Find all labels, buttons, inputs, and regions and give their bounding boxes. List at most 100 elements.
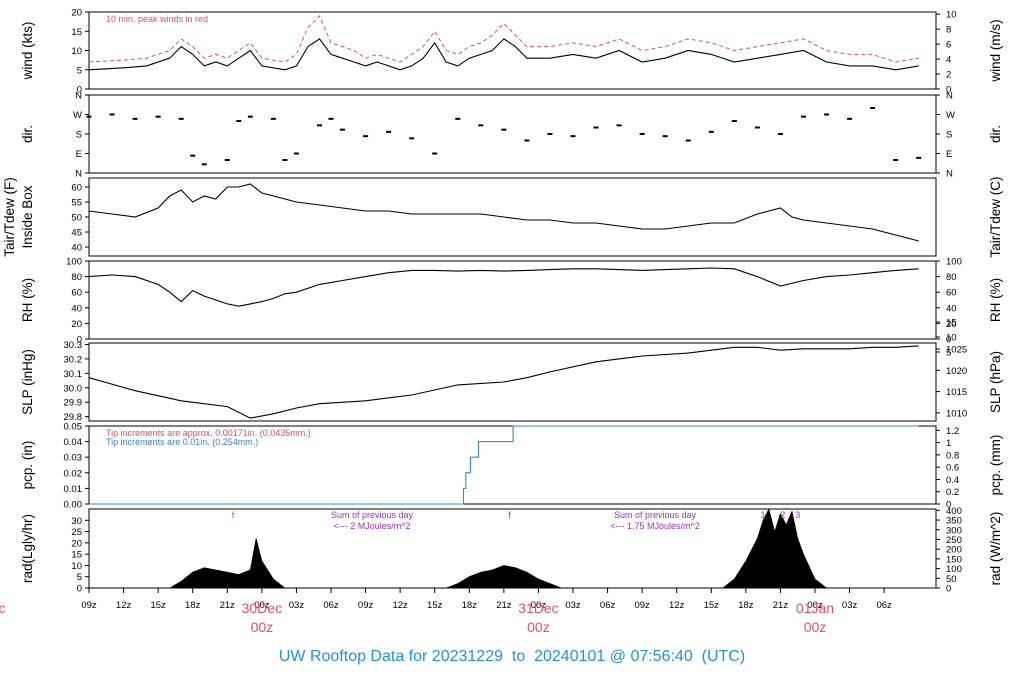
- y-tick-label: S: [76, 130, 82, 141]
- dir-point: [524, 139, 530, 142]
- y-axis-label-2: Inside Box: [20, 185, 35, 248]
- panel-frame: [88, 425, 937, 505]
- footer-title: UW Rooftop Data for 20231229 to 20240101…: [0, 648, 1024, 666]
- y-right-tick-label: N: [946, 91, 953, 102]
- y-tick-label: 0.00: [64, 500, 83, 511]
- panel-frame: [88, 260, 937, 340]
- y-right-tick-label: 4: [946, 55, 951, 66]
- x-tick-label: 00z: [254, 600, 270, 611]
- day-label-00z: 00z: [251, 619, 274, 635]
- dir-point: [328, 117, 334, 120]
- wind-line: [88, 38, 919, 71]
- dir-point: [270, 117, 276, 120]
- radiation-sum-note: <--- 1.75 MJoules/m^2: [610, 521, 700, 531]
- y-right-tick-label: 1020: [946, 366, 967, 377]
- y-right-tick-label: 1025: [946, 344, 967, 355]
- panel-frame: [88, 11, 937, 90]
- radiation-area: [169, 508, 827, 589]
- x-tick-label: 06z: [323, 600, 339, 611]
- dir-point: [155, 115, 161, 118]
- y-right-tick-label: 1015: [946, 387, 967, 398]
- footer-at: @: [605, 648, 631, 665]
- radiation-marker: f: [232, 510, 235, 520]
- radiation-marker: 1: [761, 510, 766, 520]
- tip-note-red: Tip increments are approx. 0.00171in. (0…: [106, 428, 311, 438]
- y-axis-label: Tair/Tdew (F): [2, 177, 17, 257]
- y-right-tick-label: E: [946, 149, 952, 160]
- y-right-tick-label: 1: [946, 438, 951, 449]
- dir-point: [916, 156, 922, 159]
- x-tick-label: 06z: [876, 600, 892, 611]
- dir-point: [386, 130, 392, 133]
- footer-prefix: UW Rooftop Data for: [278, 648, 432, 665]
- dir-point: [731, 120, 737, 122]
- y-tick-label: W: [73, 110, 82, 121]
- day-label: 31Dec: [518, 600, 558, 616]
- dir-point: [777, 133, 783, 135]
- x-tick-label: 09z: [634, 600, 650, 611]
- panel-temp: 40 45 50 55 60 5 10 15 Tair/Tdew (F) Inside Box Ta…: [2, 176, 1003, 358]
- y-tick-label: 0.01: [64, 484, 83, 495]
- y-tick-label: 60: [71, 288, 82, 299]
- x-tick-label: 18z: [462, 600, 478, 611]
- panel-frame: [88, 94, 937, 174]
- x-tick-label: 21z: [220, 600, 236, 611]
- y-right-tick-label: 0.2: [946, 487, 959, 498]
- radiation-sum-note: <--- 2 MJoules/m^2: [334, 521, 411, 531]
- y-tick-label: 20: [71, 319, 82, 330]
- pcp-line: [89, 425, 919, 505]
- y-tick-label: 50: [71, 213, 82, 224]
- y-right-tick-label: 0: [946, 500, 951, 511]
- y-right-tick-label: 150: [946, 554, 962, 565]
- y-tick-label: 45: [71, 228, 82, 239]
- dir-point: [178, 117, 184, 120]
- y-tick-label: 29.9: [64, 398, 83, 409]
- x-tick-label: 15z: [150, 600, 166, 611]
- y-right-tick-label: 5: [946, 348, 951, 359]
- y-tick-label: 30.1: [64, 369, 83, 380]
- y-right-tick-label: S: [946, 130, 952, 141]
- y-right-tick-label: 15: [946, 318, 957, 329]
- y-axis-label-right: wind (m/s): [988, 19, 1003, 82]
- y-tick-label: 30: [71, 516, 82, 527]
- y-right-tick-label: W: [946, 110, 955, 121]
- y-right-tick-label: 40: [946, 303, 957, 314]
- dir-point: [847, 117, 853, 120]
- x-tick-label: 03z: [289, 600, 305, 611]
- panel-frame: [88, 177, 937, 257]
- y-tick-label: 29.8: [64, 412, 83, 423]
- x-tick-label: 06z: [600, 600, 616, 611]
- y-right-tick-label: 10: [946, 333, 957, 344]
- radiation-marker: 3: [795, 510, 800, 520]
- dir-point: [409, 137, 415, 140]
- y-tick-label: 30.0: [64, 383, 83, 394]
- y-tick-label: 20: [71, 8, 82, 19]
- y-right-tick-label: 100: [946, 257, 962, 268]
- y-right-tick-label: 0.8: [946, 450, 959, 461]
- y-tick-label: 55: [71, 198, 82, 209]
- dir-point: [224, 159, 230, 161]
- panel-rh: 0 20 40 60 80 100 0 20 40 60 80 100 RH (%) RH (%): [20, 257, 1003, 346]
- y-axis-label-right: RH (%): [988, 278, 1003, 322]
- x-tick-label: 09z: [81, 600, 97, 611]
- y-right-tick-label: 400: [946, 506, 962, 517]
- panel-frame: [88, 342, 937, 422]
- y-axis-label-right: pcp. (mm): [988, 435, 1003, 496]
- x-tick-label: 03z: [842, 600, 858, 611]
- dir-point: [639, 133, 645, 135]
- x-tick-label: 09z: [358, 600, 374, 611]
- panel-slp: 29.8 29.9 30.0 30.1 30.2 30.3 1010 1015 1020 1025…: [20, 340, 1003, 423]
- dir-point: [685, 139, 691, 142]
- y-tick-label: 20: [71, 538, 82, 549]
- y-right-tick-label: 0: [946, 85, 951, 96]
- radiation-sum-note: Sum of previous day: [614, 510, 697, 520]
- y-right-tick-label: 60: [946, 288, 957, 299]
- x-tick-label: 18z: [738, 600, 754, 611]
- panel-rad: 051015202530050100150200250300350400rad(…: [20, 506, 1003, 595]
- dir-point: [662, 135, 668, 138]
- dir-point: [893, 159, 899, 161]
- tip-note-blue: Tip increments are 0.01in. (0.254mm.): [106, 437, 258, 447]
- panel-wind: 0 5 10 15 20 0 2 4 6 8 10 wind (kts) wind (m/s) 10 mi…: [20, 8, 1003, 96]
